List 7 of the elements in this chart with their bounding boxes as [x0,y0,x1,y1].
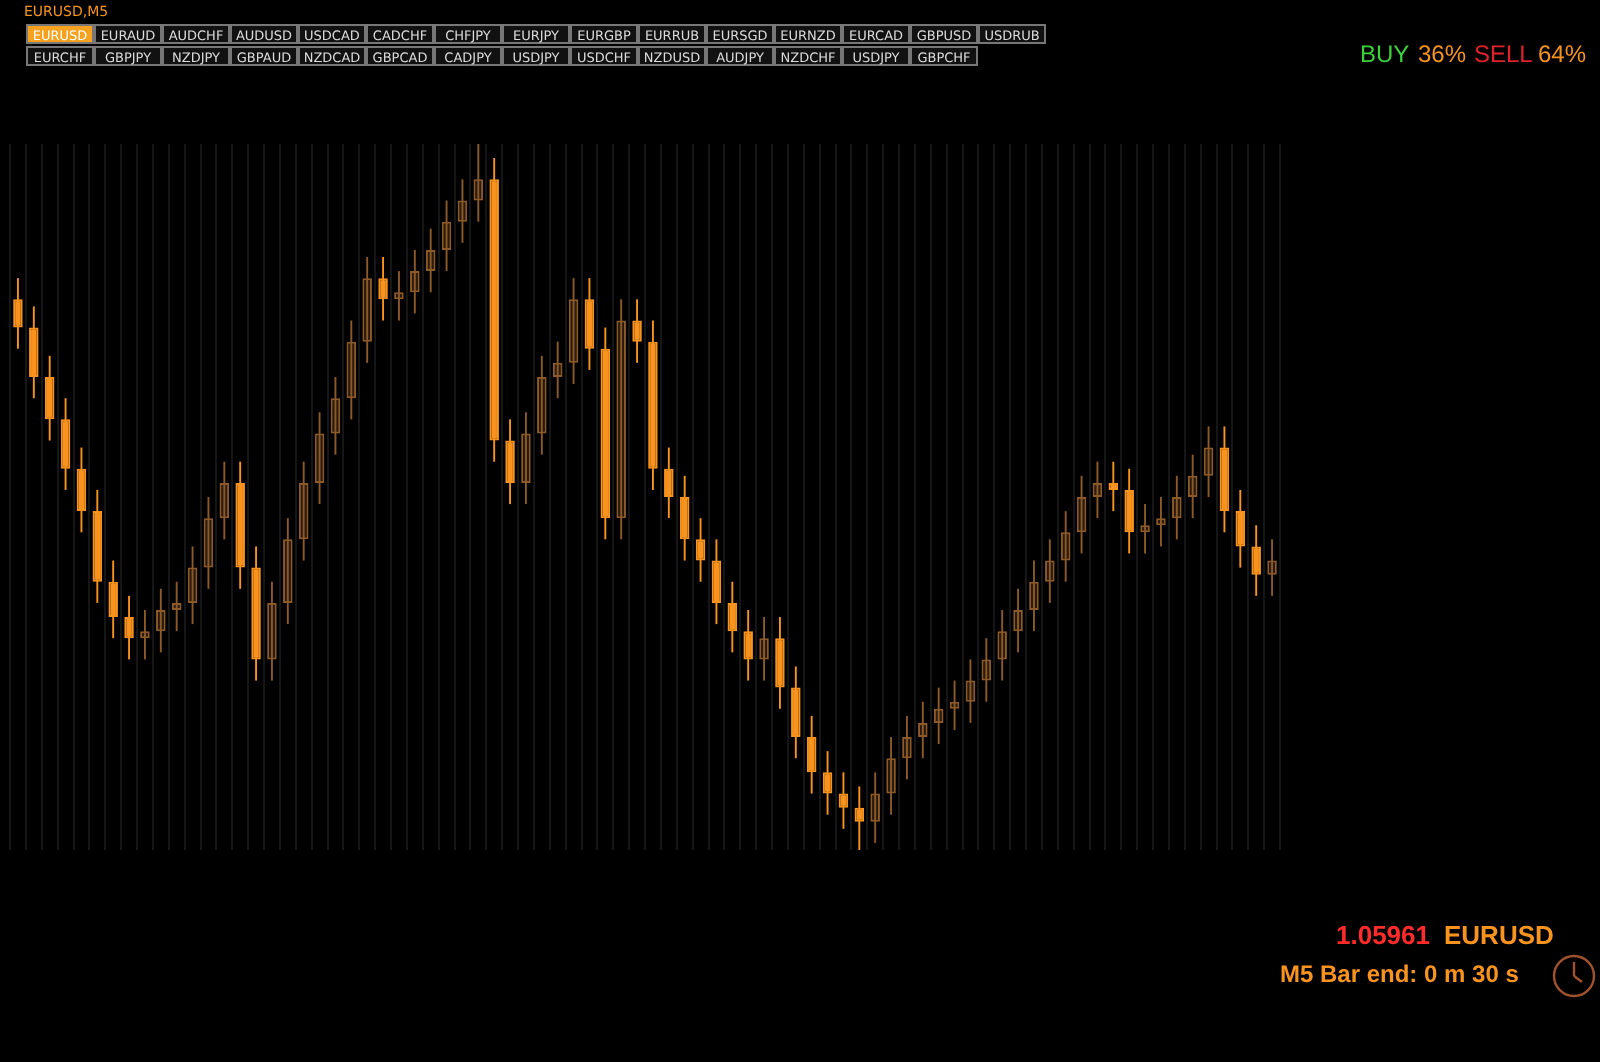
text: BUY [1360,40,1410,68]
text: 64% [1538,40,1587,68]
text: 36% [1418,40,1467,68]
text: 1.05961 [1336,920,1430,950]
text: M5 Bar end: 0 m 30 s [1280,960,1519,988]
text: EURUSD [1444,920,1554,950]
text: SELL [1474,40,1533,68]
